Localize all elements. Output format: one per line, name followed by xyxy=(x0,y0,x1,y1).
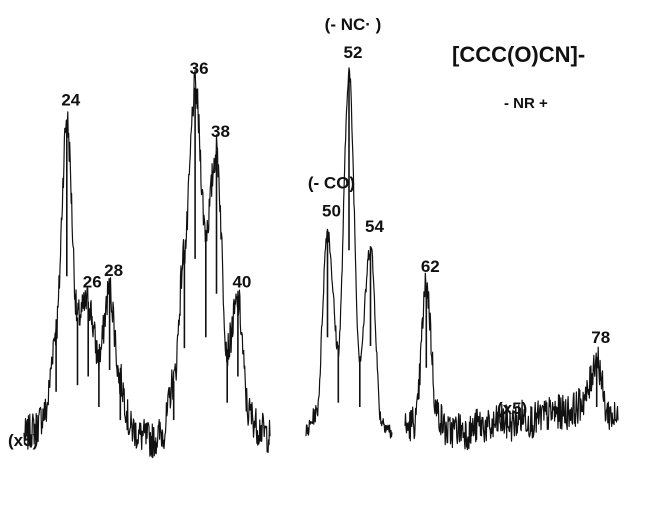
chart-title: [CCC(O)CN]- xyxy=(452,42,585,67)
annotation-2: (- NC· ) xyxy=(325,15,382,34)
peak-label-28: 28 xyxy=(104,261,123,280)
spectrum-trace-segment-3 xyxy=(405,273,618,449)
peak-label-38: 38 xyxy=(211,122,230,141)
peak-label-54: 54 xyxy=(365,217,384,236)
peak-label-62: 62 xyxy=(421,257,440,276)
peak-label-50: 50 xyxy=(322,201,341,220)
peak-label-40: 40 xyxy=(232,273,251,292)
peak-label-36: 36 xyxy=(190,59,209,78)
annotation-3: (x5) xyxy=(8,431,38,450)
peak-label-26: 26 xyxy=(83,273,102,292)
annotation-4: (x5) xyxy=(497,399,527,418)
peak-label-52: 52 xyxy=(344,43,363,62)
annotation-1: (- CO) xyxy=(308,173,355,192)
spectrum-trace-segment-1 xyxy=(24,70,270,458)
chart-subtitle: - NR + xyxy=(504,95,548,112)
peak-label-24: 24 xyxy=(61,91,80,110)
peak-label-78: 78 xyxy=(591,328,610,347)
